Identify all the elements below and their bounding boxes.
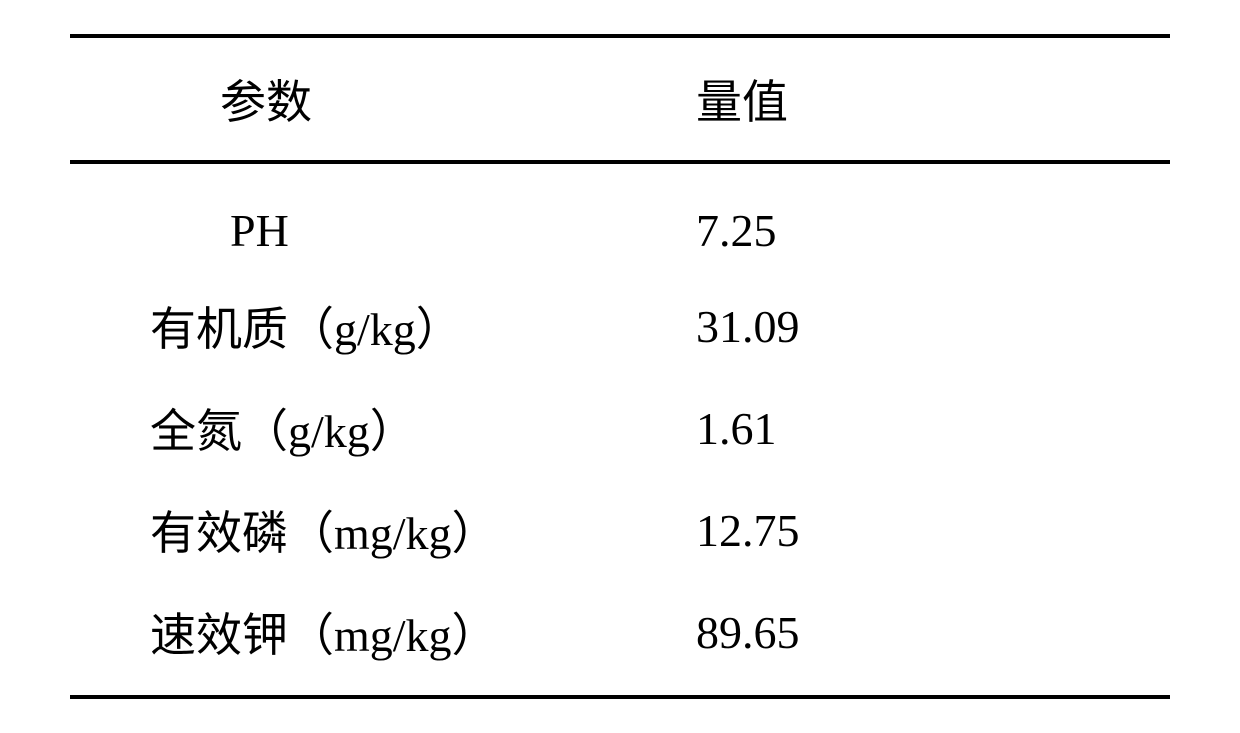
param-cell: PH: [70, 162, 686, 275]
param-cell: 有效磷（mg/kg）: [70, 479, 686, 581]
table-row: 有效磷（mg/kg） 12.75: [70, 479, 1170, 581]
header-param: 参数: [70, 36, 686, 162]
value-cell: 31.09: [686, 275, 1170, 377]
header-value: 量值: [686, 36, 1170, 162]
table-row: 速效钾（mg/kg） 89.65: [70, 581, 1170, 697]
param-cell: 速效钾（mg/kg）: [70, 581, 686, 697]
param-cell: 有机质（g/kg）: [70, 275, 686, 377]
parameters-table: 参数 量值 PH 7.25 有机质（g/kg） 31.09 全氮（g/kg） 1…: [70, 34, 1170, 699]
param-cell: 全氮（g/kg）: [70, 377, 686, 479]
table-row: PH 7.25: [70, 162, 1170, 275]
value-cell: 12.75: [686, 479, 1170, 581]
value-cell: 1.61: [686, 377, 1170, 479]
table-header-row: 参数 量值: [70, 36, 1170, 162]
data-table-container: 参数 量值 PH 7.25 有机质（g/kg） 31.09 全氮（g/kg） 1…: [70, 34, 1170, 699]
value-cell: 7.25: [686, 162, 1170, 275]
table-row: 有机质（g/kg） 31.09: [70, 275, 1170, 377]
value-cell: 89.65: [686, 581, 1170, 697]
table-row: 全氮（g/kg） 1.61: [70, 377, 1170, 479]
